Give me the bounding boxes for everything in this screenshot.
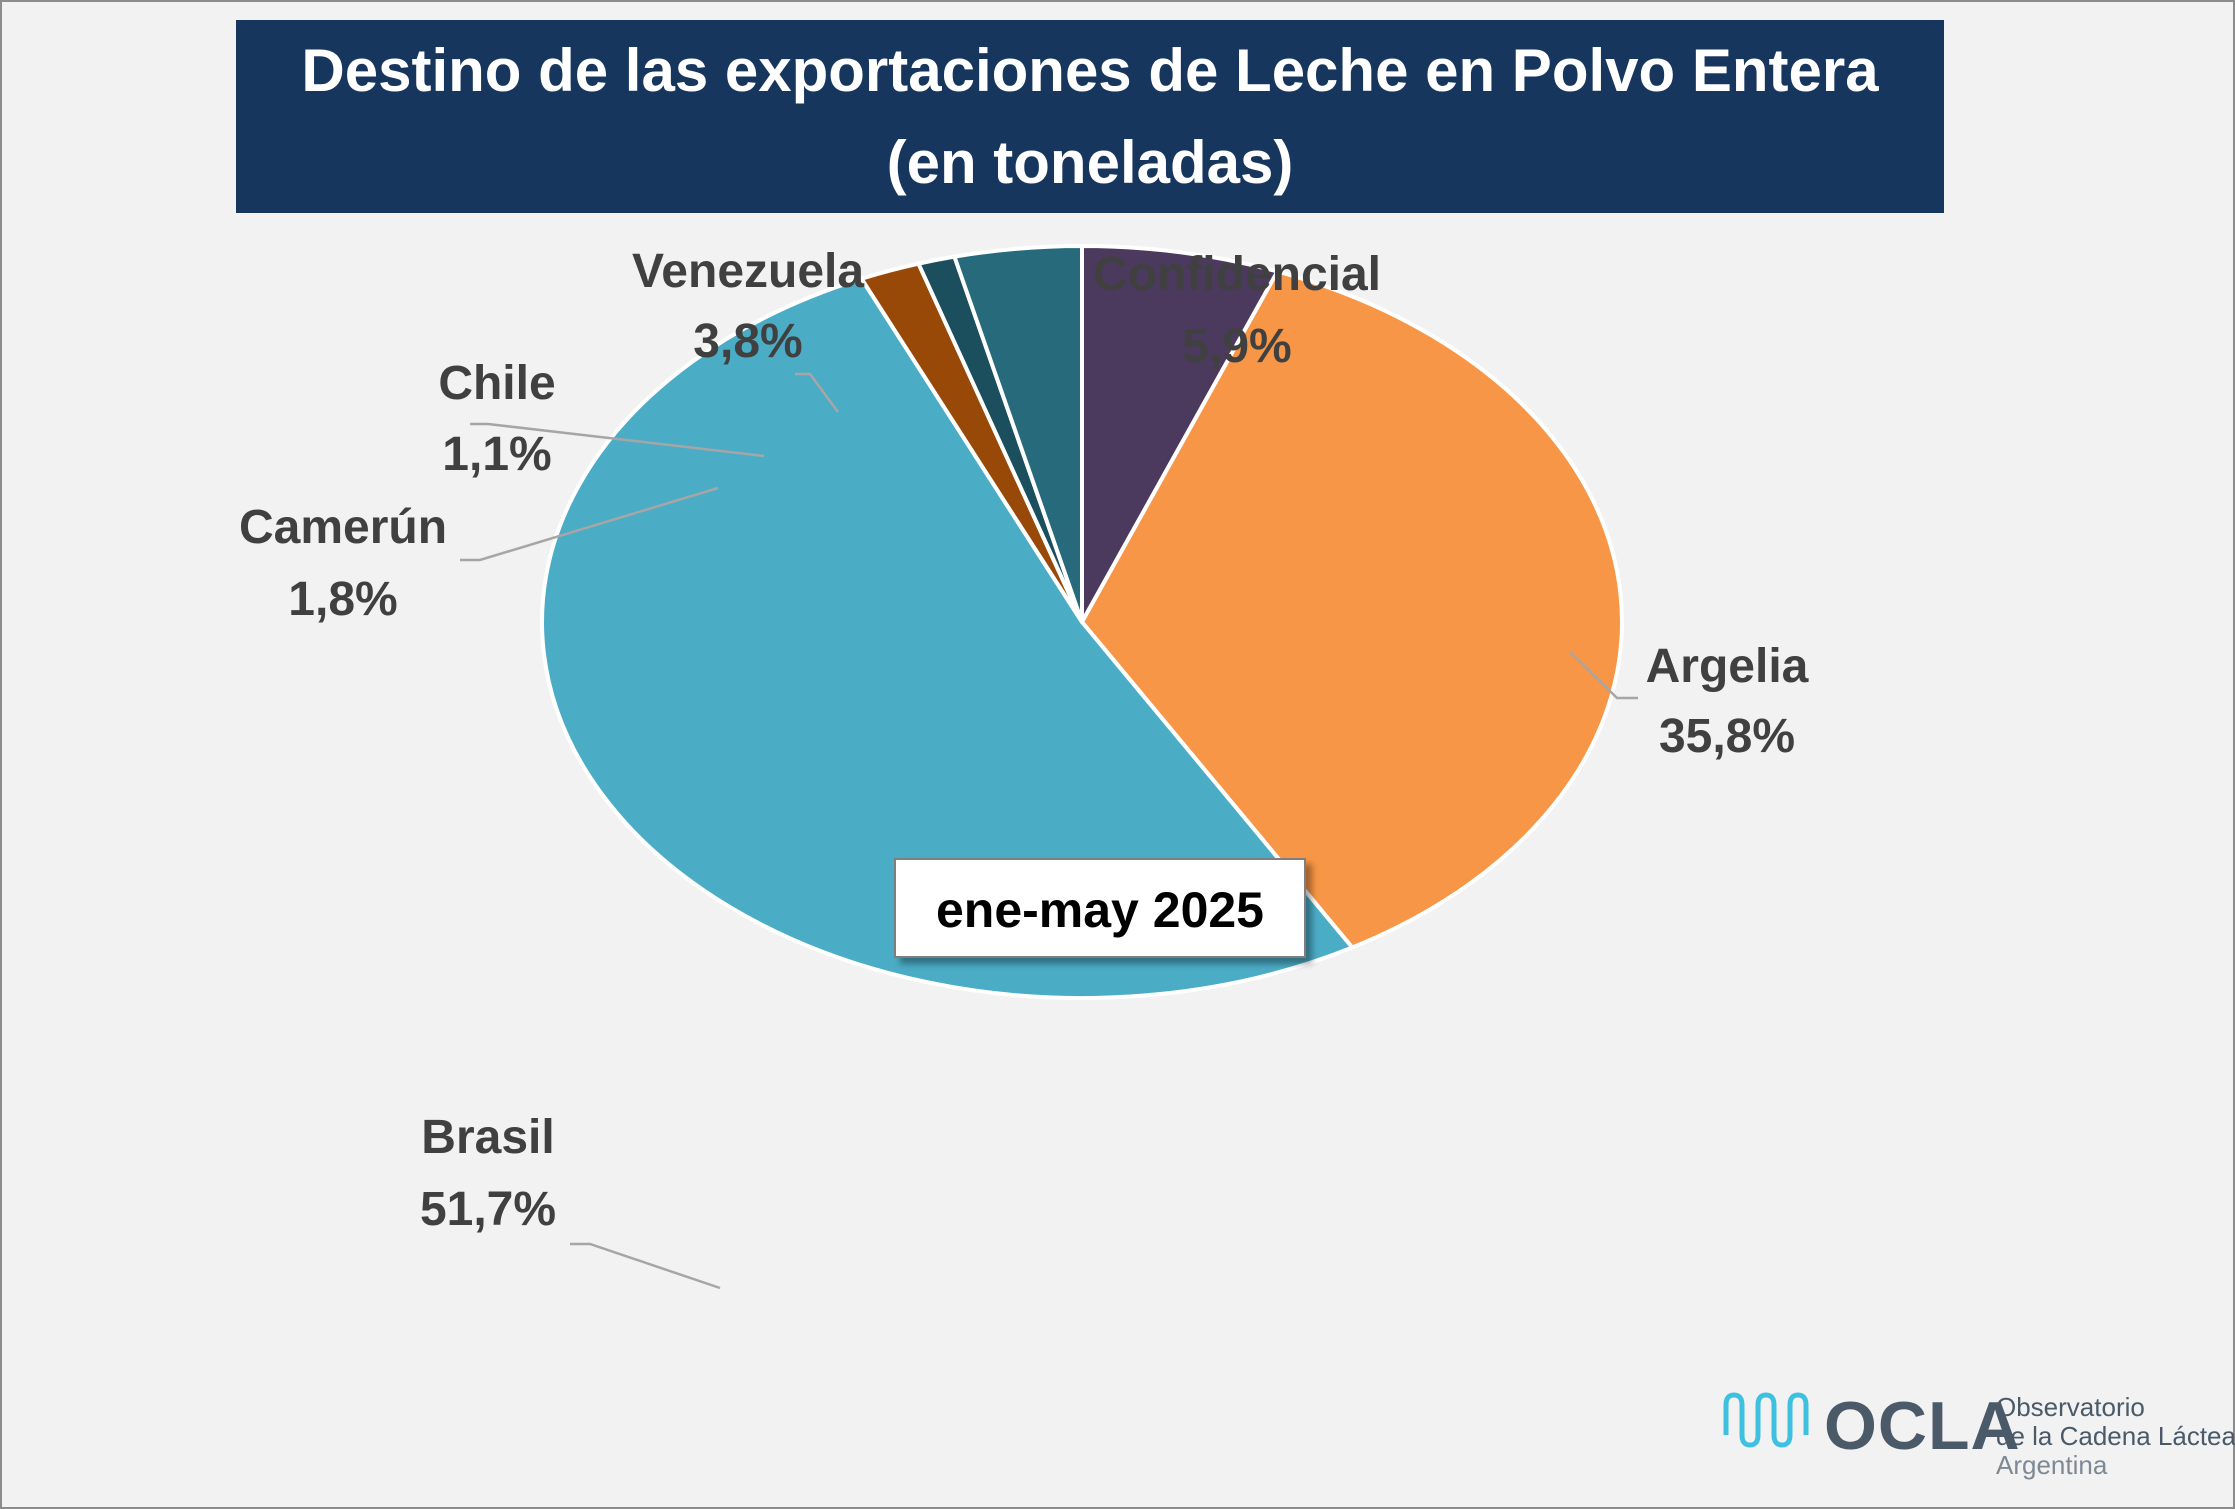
slice-label-name: Venezuela — [632, 245, 864, 298]
slice-label-value: 3,8% — [693, 315, 802, 368]
pie-slices — [540, 244, 1624, 1000]
pie-slice-brasil — [540, 276, 1355, 1000]
leader-lines — [460, 372, 1638, 1290]
leader-line-brasil — [570, 1242, 721, 1290]
slice-label-name: Argelia — [1646, 640, 1809, 693]
slice-label-name: Chile — [438, 357, 555, 410]
chart-title-banner: Destino de las exportaciones de Leche en… — [236, 20, 1944, 213]
pie-slice-venezuela — [952, 244, 1084, 624]
slice-label-value: 1,8% — [288, 573, 397, 626]
leader-line-venezuela — [795, 372, 840, 413]
slice-label-name: Brasil — [421, 1111, 554, 1164]
logo-line-3: Argentina — [1996, 1450, 2108, 1480]
leader-line-camerún — [460, 486, 719, 562]
slice-label-value: 5,9% — [1182, 320, 1291, 373]
slice-label-value: 35,8% — [1659, 710, 1795, 763]
logo-subtitle: Observatorio de la Cadena Láctea Argenti… — [1996, 1393, 2235, 1480]
leader-line-chile — [470, 422, 765, 458]
leader-line-argelia — [1569, 651, 1638, 700]
slice-label-value: 1,1% — [442, 428, 551, 481]
slice-labels: Confidencial 5,9% Argelia 35,8% Brasil 51,7% C… — [239, 245, 1809, 1236]
period-label: ene-may 2025 — [894, 858, 1306, 958]
slice-label-name: Camerún — [239, 501, 447, 554]
logo-line-2: de la Cadena Láctea — [1996, 1421, 2235, 1451]
logo-line-1: Observatorio — [1996, 1392, 2145, 1422]
chart-subtitle: (en toneladas) — [886, 129, 1294, 196]
ocla-wave-icon — [1723, 1392, 1809, 1448]
ocla-logo: OCLA Observatorio de la Cadena Láctea Ar… — [1720, 1385, 2235, 1495]
slice-label-name: Confidencial — [1093, 248, 1381, 301]
pie-slice-argelia — [1080, 269, 1624, 950]
pie-slice-confidencial — [1080, 244, 1280, 624]
logo-wordmark: OCLA — [1824, 1388, 2021, 1464]
slice-label-value: 51,7% — [420, 1183, 556, 1236]
chart-title: Destino de las exportaciones de Leche en… — [301, 37, 1879, 104]
